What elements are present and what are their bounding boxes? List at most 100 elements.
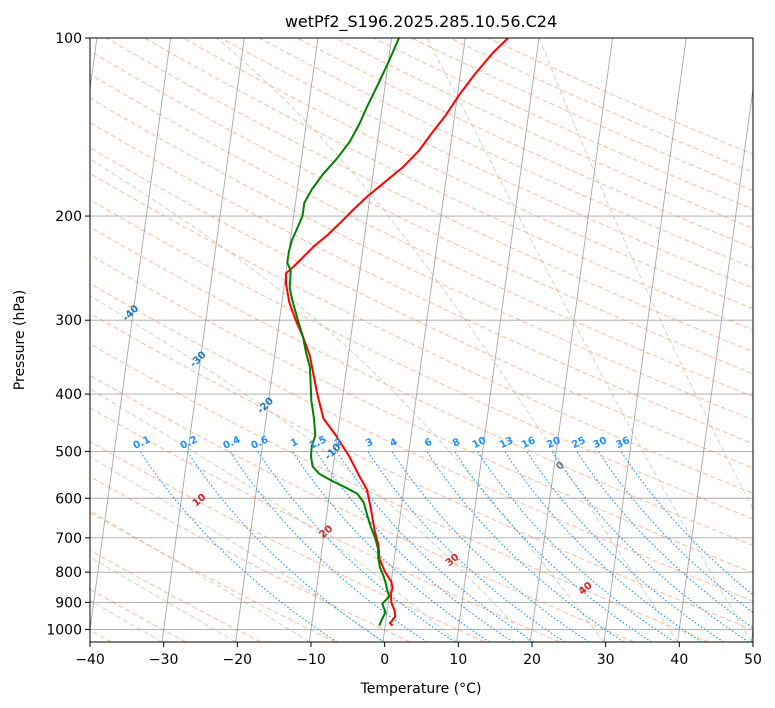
temperature-profile-line [284,38,509,627]
isotherm [603,38,687,642]
plot-frame [89,37,754,643]
dry-adiabat [90,147,753,469]
mixing-ratio-line [597,451,753,614]
dry-adiabat [90,407,560,642]
mixing-ratio-line [454,451,652,642]
mixing-ratio-line [576,451,753,629]
mixing-ratio-line [292,451,490,642]
mixing-ratio-line [139,451,338,642]
x-tick-label: 30 [597,652,615,668]
mixing-ratio-label: 13 [498,435,515,451]
isotherm [235,38,319,642]
mixing-ratio-label: 3 [364,437,375,450]
y-tick-label: 400 [55,387,82,403]
moist-adiabat [90,388,457,642]
isotherm [529,38,614,642]
dry-adiabat [90,199,753,520]
x-tick-label: −40 [75,652,105,668]
mixing-ratio-line [620,451,753,596]
profile-series [284,38,509,627]
isotherm-label: -30 [188,349,209,370]
dry-adiabats [90,38,753,642]
dewpoint-profile-line [286,38,400,626]
x-tick-label: 40 [670,652,688,668]
isotherm-label: -40 [121,303,142,324]
y-tick-label: 800 [55,565,82,581]
mixing-ratio-label: 0.4 [222,434,243,451]
dry-adiabat [182,38,753,310]
mixing-ratio-label: 25 [570,435,587,451]
mixing-ratio-line [367,451,565,642]
dry-adiabat-label: 30 [444,552,462,569]
mixing-ratio-label: 20 [545,435,562,451]
isotherm [750,626,753,642]
dry-adiabat-label: 10 [191,492,209,509]
mixing-ratio-lines [139,451,753,642]
mixing-ratio-line [315,451,514,642]
dry-adiabat [106,38,753,353]
mixing-ratio-label: 1 [289,437,300,450]
dry-adiabat [90,512,336,642]
mixing-ratio-line [504,451,702,642]
dry-adiabat [90,50,753,375]
isotherm [161,38,245,642]
dry-adiabat [220,38,753,289]
dry-adiabat [335,38,753,229]
moist-adiabat [538,38,753,510]
moist-adiabat [90,510,310,642]
dry-adiabat [90,343,710,642]
mixing-ratio-line [551,451,750,642]
y-tick-label: 600 [55,491,82,507]
dry-adiabat [90,254,753,574]
isotherm-label: -60 [0,211,7,232]
dry-adiabat [90,549,261,642]
isotherm [677,85,753,642]
mixing-ratio-line [257,451,456,642]
dry-adiabat [373,38,753,210]
dry-adiabat [90,475,411,642]
y-axis-label: Pressure (hPa) [12,290,28,390]
mixing-ratio-line [526,451,725,642]
plot-area: 0.10.20.40.611.52346810131620253036-100-… [0,38,753,642]
mixing-ratio-label: 8 [451,437,462,450]
moist-adiabat [90,456,384,642]
y-tick-label: 900 [55,595,82,611]
moist-adiabat [216,38,679,642]
mixing-ratio-line [426,451,624,642]
moist-adiabat [426,38,752,642]
y-tick-label: 100 [55,31,82,47]
mixing-ratio-label: 1.5 [308,434,329,451]
x-axis-label: Temperature (°C) [360,681,482,697]
x-tick-label: 10 [449,652,467,668]
mixing-ratio-line [186,451,385,642]
mixing-ratio-label: 10 [471,435,488,451]
x-tick-label: −10 [296,652,326,668]
dry-adiabat [90,440,486,642]
chart-title: wetPf2_S196.2025.285.10.56.C24 [285,12,557,32]
mixing-ratio-label: 6 [423,437,434,450]
dry-adiabat-label: 40 [577,580,595,597]
dry-adiabat [487,38,753,155]
y-tick-label: 300 [55,313,82,329]
dry-adiabat [449,38,753,173]
mixing-ratio-label: 36 [614,435,631,451]
dry-adiabat [144,38,753,331]
x-tick-label: 50 [744,652,762,668]
dry-adiabat [90,172,753,494]
dry-adiabat [90,283,753,602]
isotherm [456,38,540,642]
dry-adiabat-label: 20 [317,524,335,541]
mixing-ratio-label: 16 [520,435,537,451]
isotherms [90,38,753,642]
y-tick-label: 1000 [46,622,82,638]
dry-adiabat [90,374,635,642]
x-tick-label: −30 [149,652,179,668]
moist-adiabats [90,38,753,642]
y-tick-label: 200 [55,209,82,225]
mixing-ratio-label: 0.1 [132,434,153,451]
x-tick-label: 20 [523,652,541,668]
dry-adiabat [90,226,753,547]
mixing-ratio-label: 0.6 [249,434,270,451]
mixing-ratio-label: 4 [388,437,399,450]
dry-adiabat [258,38,753,269]
